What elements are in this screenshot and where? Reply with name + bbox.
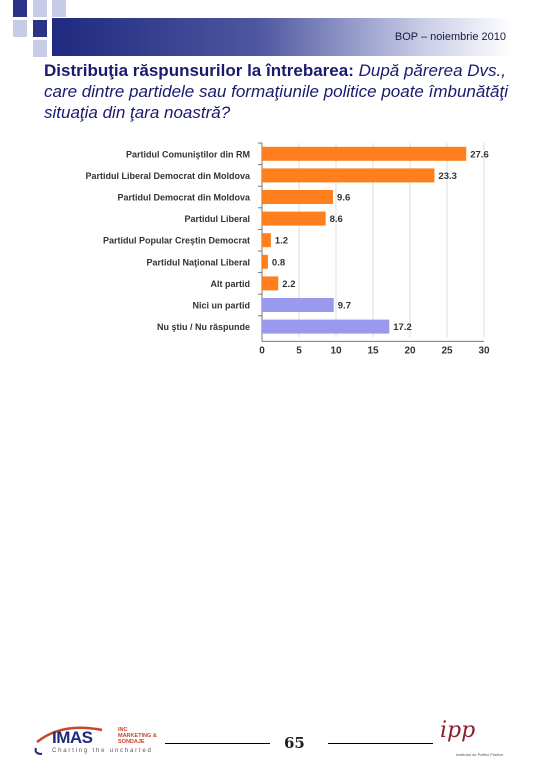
page-number: 65 (284, 734, 305, 752)
imas-logo-sub: INC MARKETING & SONDAJE (118, 727, 157, 745)
corner-square (13, 40, 27, 57)
x-tick-label: 10 (330, 345, 342, 356)
category-label: Nu ştiu / Nu răspunde (157, 322, 250, 332)
x-tick-label: 20 (404, 345, 416, 356)
corner-square (33, 0, 47, 17)
category-label: Partidul Liberal (184, 214, 250, 224)
data-label: 9.6 (337, 193, 350, 204)
x-tick-label: 5 (296, 345, 302, 356)
bar (262, 146, 467, 161)
imas-logo-text: IMAS (52, 728, 93, 747)
imas-logo-swoosh (34, 726, 103, 755)
x-tick-label: 25 (441, 345, 453, 356)
bar-chart: 0 5 10 15 20 25 30 Partidul Comuniştilor din RM… (85, 142, 490, 356)
data-label: 23.3 (438, 171, 457, 182)
category-label: Partidul Liberal Democrat din Moldova (85, 171, 251, 181)
data-label: 0.8 (272, 257, 285, 268)
x-tick-label: 30 (478, 345, 490, 356)
header-text: BOP – noiembrie 2010 (394, 31, 506, 43)
corner-square (33, 20, 47, 37)
data-label: 9.7 (338, 301, 351, 312)
corner-square (13, 0, 27, 17)
imas-tagline: Charting the uncharted (52, 748, 153, 754)
title-question: După părerea Dvs., care dintre partidele… (44, 61, 508, 122)
x-tick-label: 15 (367, 345, 379, 356)
corner-square (33, 40, 47, 57)
data-label: 8.6 (330, 214, 343, 225)
data-label: 1.2 (275, 236, 288, 247)
bar (262, 211, 326, 226)
footer-line-left (165, 743, 270, 744)
data-label: 17.2 (393, 322, 412, 333)
data-label: 27.6 (470, 149, 489, 160)
bar (262, 168, 435, 183)
page-title: Distribuţia răspunsurilor la întrebarea:… (44, 60, 524, 123)
bar (262, 319, 390, 334)
bar (262, 254, 268, 269)
category-label: Partidul Democrat din Moldova (117, 193, 251, 203)
category-label: Partidul Popular Creştin Democrat (103, 236, 250, 246)
footer-line-right (328, 743, 433, 744)
category-label: Alt partid (211, 279, 251, 289)
ipp-logo: ipp (440, 718, 476, 743)
corner-square (13, 20, 27, 37)
category-label: Nici un partid (192, 301, 250, 311)
bar (262, 233, 271, 248)
bar (262, 298, 334, 312)
bar (262, 190, 334, 204)
bar (262, 276, 279, 291)
title-lead: Distribuţia răspunsurilor la întrebarea: (44, 61, 354, 80)
corner-square (52, 0, 66, 17)
ipp-logo-sub: Institutul de Politici Publice (456, 752, 504, 757)
category-label: Partidul Naţional Liberal (146, 257, 250, 267)
header-bar (52, 18, 512, 56)
category-label: Partidul Comuniştilor din RM (126, 149, 250, 159)
data-label: 2.2 (282, 279, 295, 290)
x-tick-label: 0 (259, 345, 265, 356)
